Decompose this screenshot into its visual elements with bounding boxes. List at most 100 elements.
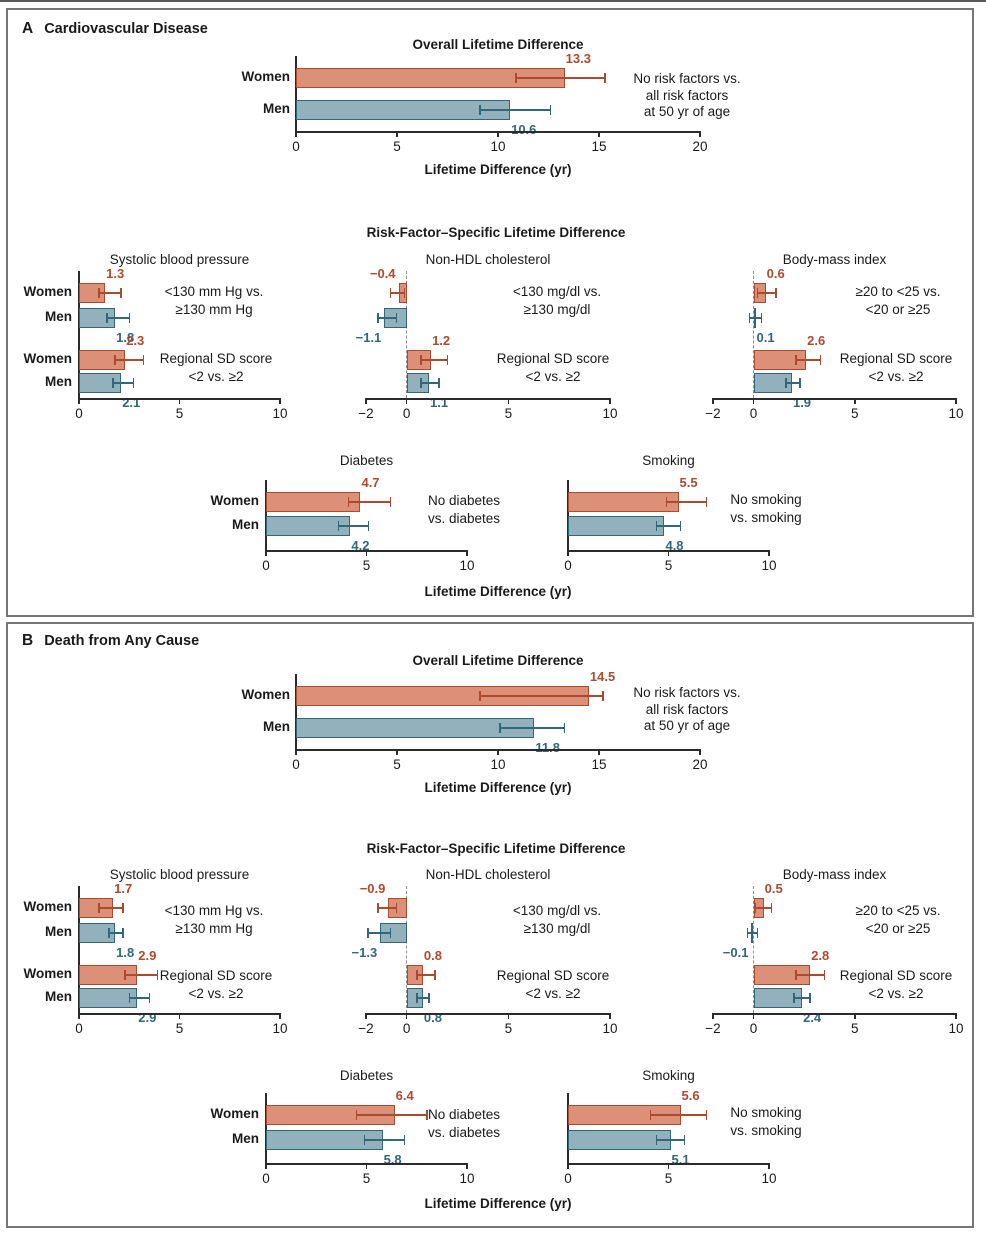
x-tick-mark: [279, 398, 281, 404]
error-bar: [338, 525, 369, 527]
error-bar-cap: [98, 903, 100, 913]
error-bar-cap: [148, 993, 151, 1003]
value-label: −0.1: [722, 945, 749, 960]
chart-title: Body-mass index: [782, 252, 887, 267]
error-bar-cap: [389, 497, 392, 507]
chart-title: Non-HDL cholesterol: [425, 867, 551, 882]
x-tick-mark: [295, 131, 297, 137]
group-annotation: <130 mg/dl vs. ≥130 mg/dl: [407, 283, 707, 319]
error-bar: [656, 1139, 685, 1141]
chart-title: Systolic blood pressure: [109, 867, 250, 882]
x-tick-mark: [667, 550, 670, 556]
x-tick-mark: [699, 749, 701, 755]
error-bar-cap: [785, 378, 787, 388]
row-label-women: Women: [241, 69, 290, 84]
x-tick-mark: [396, 749, 398, 755]
x-tick-mark: [712, 1013, 714, 1019]
annotation-line: vs. diabetes: [427, 1125, 501, 1140]
annotation-line: <20 or ≥25: [865, 921, 931, 936]
annotation-line: ≥20 to <25 vs.: [855, 903, 941, 918]
error-bar-cap: [756, 928, 759, 938]
error-bar-cap: [438, 378, 440, 388]
annotation-line: Regional SD score: [159, 351, 273, 366]
error-bar: [796, 359, 821, 361]
error-bar: [99, 292, 122, 294]
value-label: 4.7: [361, 475, 380, 490]
x-tick-mark: [178, 1013, 181, 1019]
error-bar-cap: [748, 313, 751, 323]
annotation-line: all risk factors: [645, 87, 729, 103]
chart-title: Systolic blood pressure: [109, 252, 250, 267]
value-label: 5.5: [679, 475, 698, 490]
x-tick-mark: [609, 1013, 611, 1019]
x-tick-mark: [279, 1013, 281, 1019]
x-tick-label: 5: [850, 406, 859, 421]
error-bar-cap: [823, 970, 826, 980]
annotation-line: at 50 yr of age: [643, 718, 731, 734]
error-bar-cap: [395, 313, 398, 323]
error-bar: [796, 974, 825, 976]
annotation-line: vs. smoking: [730, 510, 802, 525]
error-bar-cap: [479, 691, 481, 701]
error-bar: [516, 77, 606, 79]
value-label: −1.3: [351, 945, 378, 960]
group-annotation: No smoking vs. smoking: [616, 491, 916, 527]
x-tick-label: 0: [262, 558, 270, 573]
value-label: 5.8: [383, 1152, 402, 1167]
x-tick-label: 0: [292, 139, 300, 154]
error-bar-cap: [746, 928, 749, 938]
x-tick-mark: [854, 398, 856, 404]
x-tick-mark: [497, 131, 499, 137]
error-bar-cap: [793, 993, 795, 1003]
panel-a-letter: A: [22, 20, 34, 37]
x-tick-mark: [752, 398, 755, 404]
error-bar-cap: [416, 993, 418, 1003]
x-tick-mark: [466, 1163, 468, 1169]
error-bar: [107, 317, 130, 319]
x-tick-mark: [405, 398, 408, 404]
error-bar-cap: [416, 970, 418, 980]
row-label-men: Men: [232, 1131, 259, 1146]
x-tick-label: 10: [602, 1021, 618, 1036]
x-axis-line: [365, 1013, 611, 1015]
value-label: 1.2: [432, 333, 451, 348]
error-bar-cap: [515, 73, 517, 83]
error-bar-cap: [499, 723, 501, 733]
group-annotation: No diabetes vs. diabetes: [314, 492, 614, 528]
group-annotation: Regional SD score <2 vs. ≥2: [66, 967, 366, 1003]
annotation-line: Regional SD score: [496, 351, 610, 366]
x-tick-label: 10: [761, 1171, 777, 1186]
annotation-line: at 50 yr of age: [643, 104, 731, 120]
chart-title: Smoking: [642, 1068, 695, 1083]
annotation-line: Regional SD score: [839, 351, 953, 366]
error-bar-cap: [363, 1135, 366, 1145]
x-axis-line: [712, 398, 957, 400]
annotation-line: No smoking: [730, 492, 802, 507]
x-tick-label: −2: [705, 406, 721, 421]
x-tick-label: 0: [749, 1021, 758, 1036]
error-bar-cap: [389, 928, 392, 938]
risk-heading-a: Risk-Factor–Specific Lifetime Difference: [366, 225, 626, 240]
annotation-line: ≥20 to <25 vs.: [855, 284, 941, 299]
annotation-line: vs. diabetes: [427, 511, 501, 526]
annotation-line: <130 mg/dl vs.: [512, 284, 602, 299]
value-label: 5.1: [671, 1152, 690, 1167]
error-bar-cap: [337, 521, 340, 531]
x-tick-mark: [567, 1163, 569, 1169]
error-bar: [356, 1114, 427, 1116]
error-bar: [420, 359, 448, 361]
zero-reference-line: [405, 886, 407, 1013]
error-bar: [378, 317, 397, 319]
chart-title: Overall Lifetime Difference: [412, 37, 584, 52]
error-bar-cap: [106, 313, 108, 323]
value-label: 0.8: [423, 948, 442, 963]
group-annotation: No risk factors vs. all risk factors at 50…: [537, 71, 837, 121]
error-bar-cap: [434, 970, 436, 980]
y-axis-line: [265, 1093, 267, 1163]
error-bar: [420, 382, 440, 384]
error-bar: [348, 501, 391, 503]
value-label: 0.5: [764, 881, 783, 896]
group-annotation: Regional SD score <2 vs. ≥2: [403, 350, 703, 386]
error-bar-cap: [819, 355, 822, 365]
error-bar-cap: [428, 993, 430, 1003]
